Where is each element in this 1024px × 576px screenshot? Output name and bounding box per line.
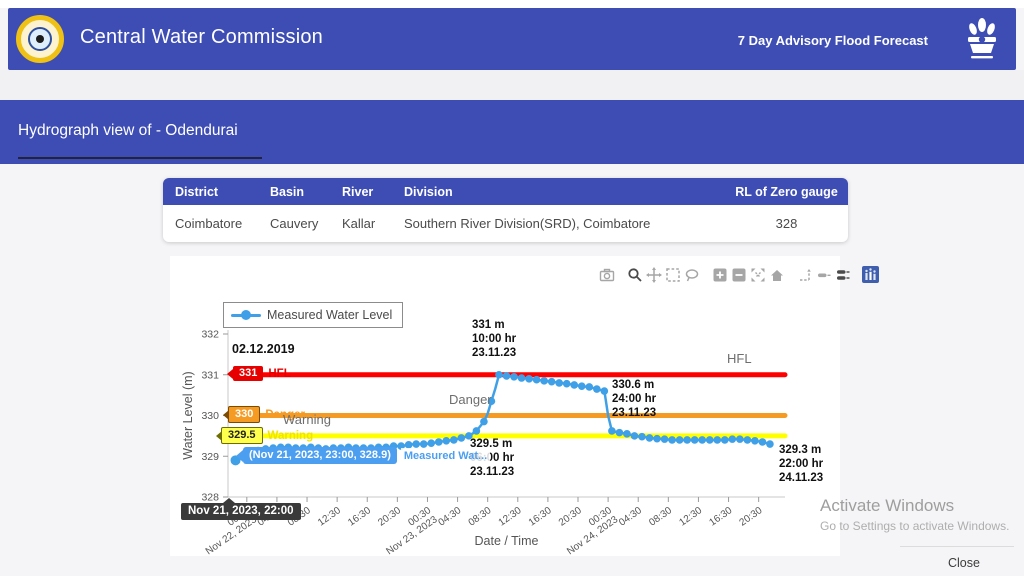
hfl-date-annotation: 02.12.2019 (232, 342, 295, 356)
svg-text:16:30: 16:30 (527, 505, 554, 529)
svg-text:328: 328 (201, 492, 219, 504)
svg-text:04:30: 04:30 (436, 505, 463, 529)
basin-value: Cauvery (270, 216, 319, 231)
svg-text:329: 329 (201, 451, 219, 463)
svg-text:20:30: 20:30 (557, 505, 584, 529)
svg-text:12:30: 12:30 (497, 505, 524, 529)
activate-windows-hint: Go to Settings to activate Windows. (820, 519, 1010, 533)
plotly-modebar (588, 265, 880, 284)
svg-text:Date / Time: Date / Time (475, 534, 539, 548)
svg-text:08:30: 08:30 (647, 505, 674, 529)
hfl-gray-label: HFL (727, 351, 752, 366)
station-table-header: District Basin River Division RL of Zero… (163, 178, 848, 205)
col-river: River (342, 184, 374, 199)
hover-series-name: Measured Wat... (400, 447, 491, 464)
recession-annotation: 330.6 m 24:00 hr 23.11.23 (612, 379, 657, 419)
point-hover-label: (Nov 21, 2023, 23:00, 328.9) Measured Wa… (236, 447, 491, 464)
danger-badge: 330 (223, 406, 261, 423)
svg-text:20:30: 20:30 (376, 505, 403, 529)
legend[interactable]: Measured Water Level (223, 302, 404, 328)
warning-gray-label: Warning (283, 412, 331, 427)
svg-text:04:30: 04:30 (617, 505, 644, 529)
header-gap (0, 70, 1024, 100)
legend-label: Measured Water Level (267, 308, 393, 322)
danger-axis-label: 330 Danger (223, 406, 305, 423)
download-plot-camera-icon[interactable] (597, 265, 616, 284)
svg-text:12:30: 12:30 (677, 505, 704, 529)
svg-text:12:30: 12:30 (316, 505, 343, 529)
close-button[interactable]: Close (948, 556, 980, 570)
legend-line-marker-icon (231, 310, 261, 320)
river-value: Kallar (342, 216, 376, 231)
station-table-row: Coimbatore Cauvery Kallar Southern River… (163, 205, 848, 242)
x-axis-hover-label: Nov 21, 2023, 22:00 (181, 498, 301, 520)
svg-text:331: 331 (201, 369, 219, 381)
hover-caret-icon (223, 498, 235, 503)
zoom-out-icon[interactable] (729, 265, 748, 284)
zoom-in-icon[interactable] (710, 265, 729, 284)
forecast-caption: 7 Day Advisory Flood Forecast (737, 33, 928, 48)
svg-text:330: 330 (201, 410, 219, 422)
show-closest-on-hover-icon[interactable] (814, 265, 833, 284)
hfl-line-label: HFL (268, 367, 291, 380)
cwc-logo-icon (16, 15, 64, 63)
compare-data-on-hover-icon[interactable] (833, 265, 852, 284)
rl-zero-gauge-value: 328 (775, 216, 798, 231)
district-value: Coimbatore (175, 216, 243, 231)
footer-divider (900, 546, 1014, 547)
svg-text:16:30: 16:30 (707, 505, 734, 529)
danger-gray-label: Danger (449, 392, 492, 407)
title-underline (18, 157, 262, 159)
hfl-badge: 331 (227, 366, 264, 381)
col-basin: Basin (270, 184, 305, 199)
toggle-spikelines-icon[interactable] (795, 265, 814, 284)
app-header: Central Water Commission 7 Day Advisory … (8, 8, 1016, 70)
warning-badge: 329.5 (216, 427, 263, 444)
col-division: Division (404, 184, 453, 199)
page-title-bar: Hydrograph view of - Odendurai (0, 100, 1024, 164)
plotly-logo-icon[interactable] (861, 265, 880, 284)
svg-text:332: 332 (201, 329, 219, 341)
svg-text:Water Level (m): Water Level (m) (181, 371, 195, 459)
reset-axes-home-icon[interactable] (767, 265, 786, 284)
hfl-axis-label: 331 HFL (227, 366, 291, 381)
top-strip (0, 0, 1024, 8)
station-table: District Basin River Division RL of Zero… (163, 178, 848, 242)
box-select-icon[interactable] (663, 265, 682, 284)
warning-axis-label: 329.5 Warning (216, 427, 314, 444)
india-emblem-icon (968, 18, 996, 59)
svg-text:20:30: 20:30 (738, 505, 765, 529)
col-district: District (175, 184, 219, 199)
page-title: Hydrograph view of - Odendurai (18, 122, 238, 139)
danger-line-label: Danger (265, 408, 305, 421)
app-title: Central Water Commission (80, 26, 324, 48)
autoscale-icon[interactable] (748, 265, 767, 284)
peak-annotation: 331 m 10:00 hr 23.11.23 (472, 319, 517, 359)
last-point-annotation: 329.3 m 22:00 hr 24.11.23 (779, 444, 824, 484)
pan-icon[interactable] (644, 265, 663, 284)
division-value: Southern River Division(SRD), Coimbatore (404, 216, 651, 231)
warning-line-label: Warning (267, 429, 314, 442)
activate-windows-watermark: Activate Windows (820, 496, 955, 515)
lasso-select-icon[interactable] (682, 265, 701, 284)
hover-arrow-icon (236, 449, 243, 462)
svg-text:16:30: 16:30 (346, 505, 373, 529)
col-rl-zero-gauge: RL of Zero gauge (735, 184, 838, 199)
svg-text:08:30: 08:30 (467, 505, 494, 529)
zoom-icon[interactable] (625, 265, 644, 284)
